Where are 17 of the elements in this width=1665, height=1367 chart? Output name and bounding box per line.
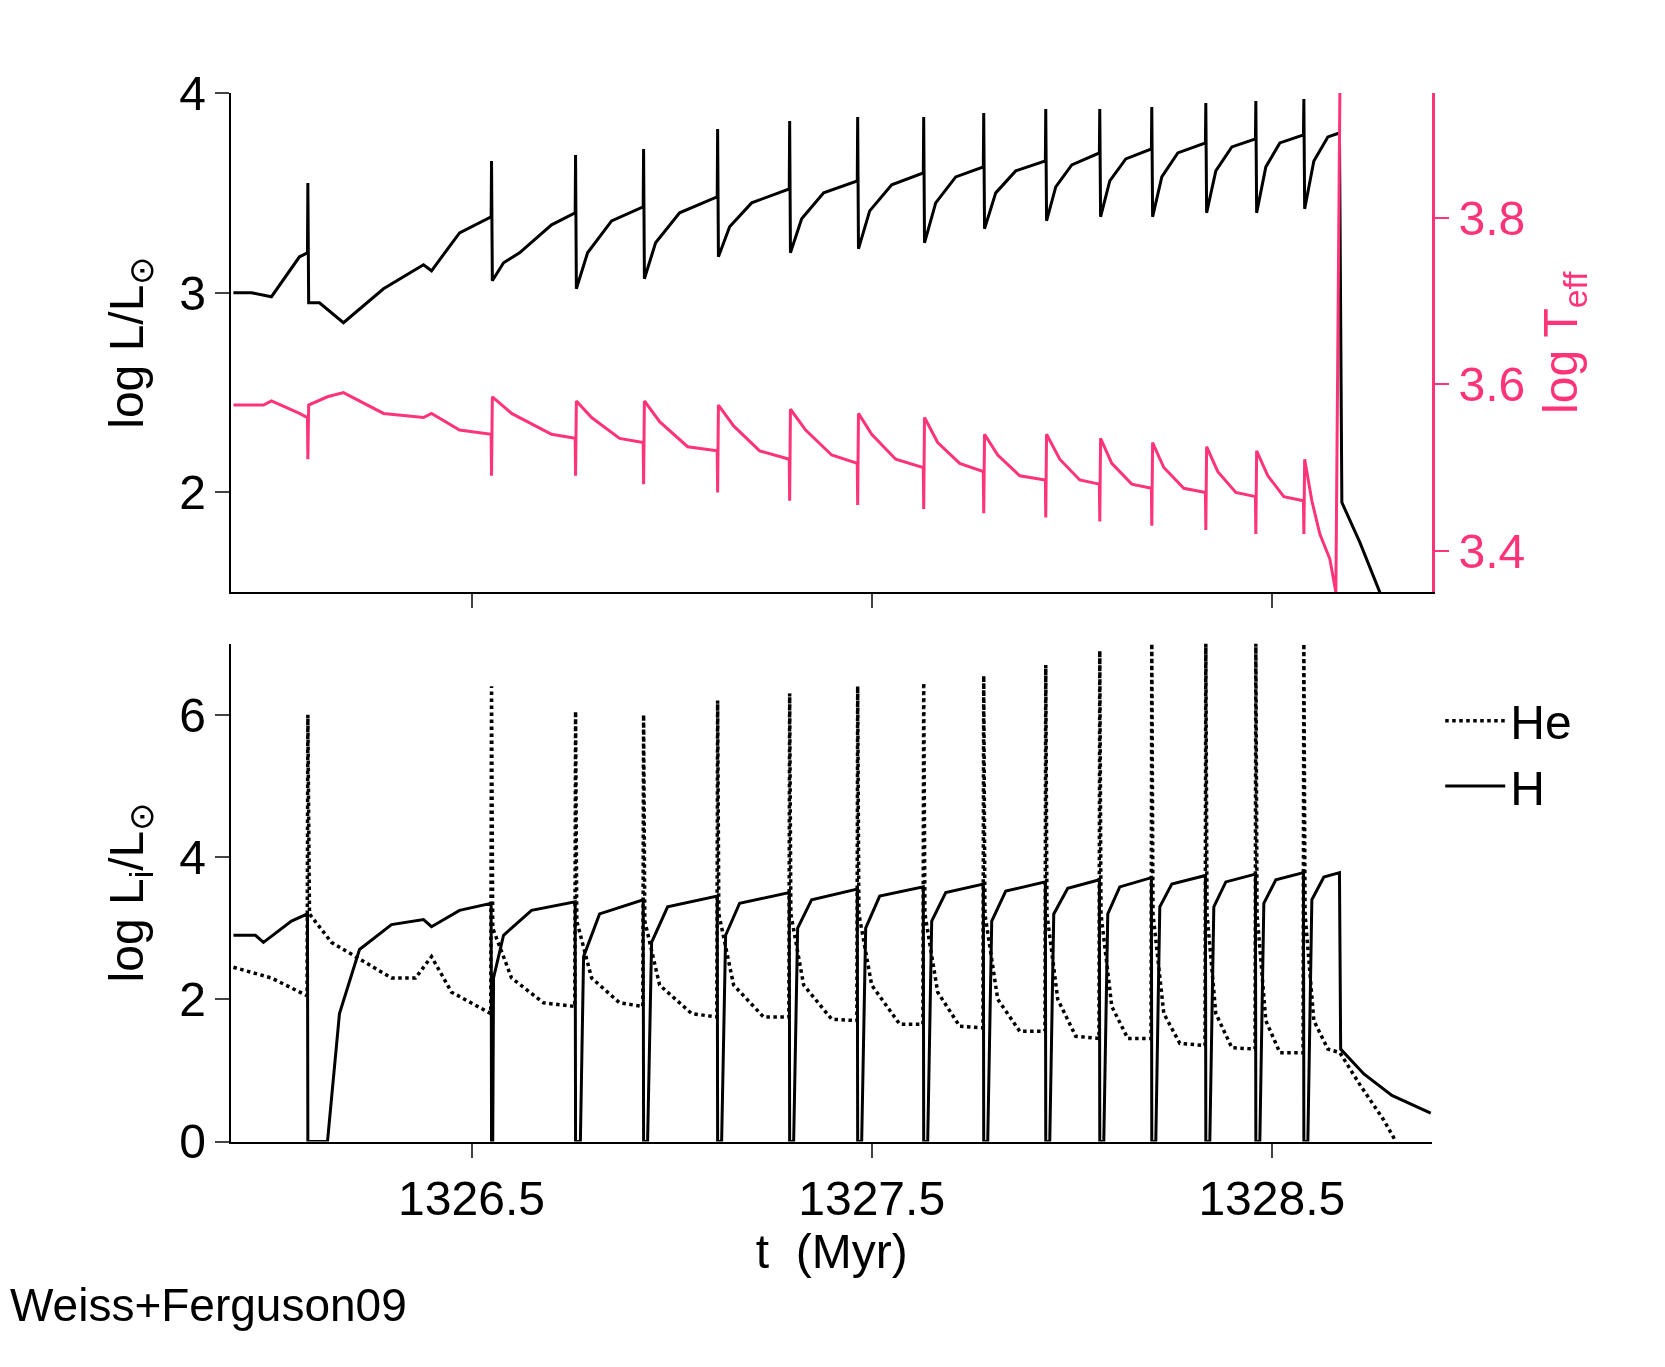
legend-label: He [1510, 696, 1572, 750]
y-tick-label: 4 [179, 66, 206, 120]
legend-label: H [1510, 761, 1545, 815]
y-tick-label: 4 [179, 830, 206, 884]
y2-tick-label: 3.6 [1458, 358, 1526, 412]
x-tick-label: 1328.5 [1198, 1172, 1346, 1226]
x-tick-label: 1326.5 [398, 1172, 545, 1226]
text: Weiss+Ferguson09 [10, 1279, 407, 1331]
y-tick-label: 3 [179, 266, 206, 320]
x-axis-title: t (Myr) [755, 1225, 908, 1279]
y-tick-label: 0 [179, 1115, 206, 1169]
x-tick-label: 1327.5 [798, 1172, 946, 1226]
y2-tick-label: 3.8 [1458, 191, 1526, 245]
y-tick-label: 2 [179, 973, 206, 1027]
y-tick-label: 2 [179, 466, 206, 520]
y-tick-label: 6 [179, 688, 206, 742]
y2-tick-label: 3.4 [1458, 524, 1526, 578]
